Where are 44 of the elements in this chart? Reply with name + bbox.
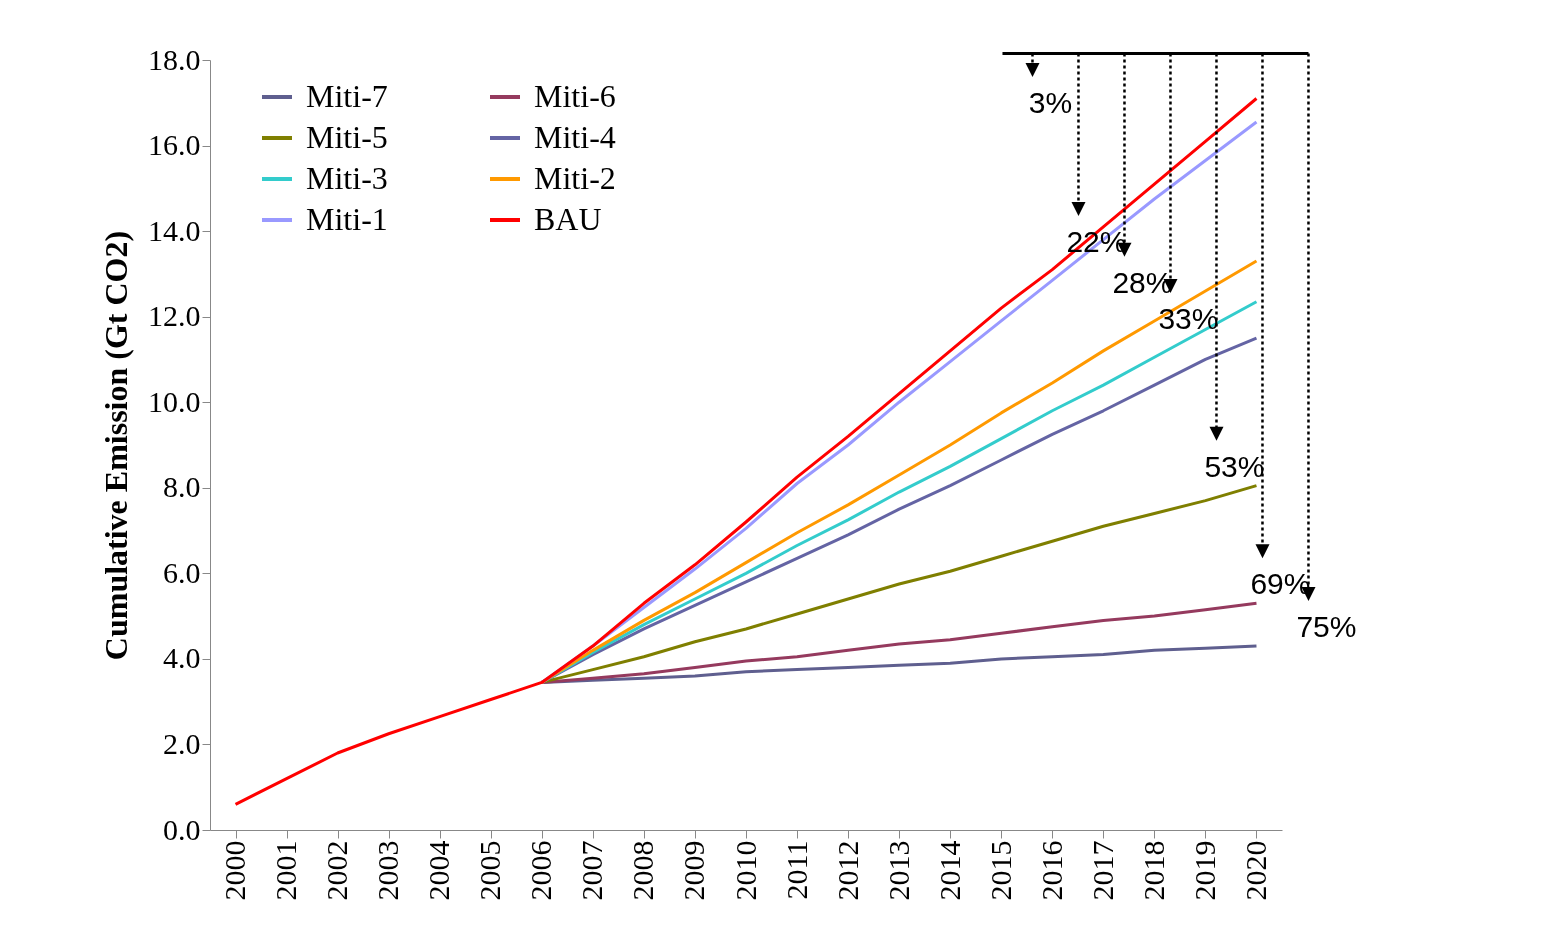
- legend-label: Miti-3: [306, 160, 388, 196]
- x-tick-label: 2020: [1238, 840, 1272, 901]
- text: 75%: [1296, 610, 1357, 644]
- annotation: 69%: [1250, 567, 1311, 601]
- x-tick-label: 2014: [932, 840, 966, 901]
- annotation: 3%: [1028, 86, 1073, 120]
- x-tick-label: 2015: [983, 840, 1017, 901]
- x-tick-label: 2002: [320, 840, 354, 901]
- x-tick-label: 2017: [1085, 840, 1119, 901]
- x-tick-label: 2019: [1187, 840, 1221, 901]
- x-tick-label: 2001: [269, 840, 303, 901]
- legend-label: Miti-7: [306, 78, 388, 114]
- y-tick-label: 10.0: [148, 384, 201, 418]
- y-tick-label: 12.0: [148, 299, 201, 333]
- x-tick-label: 2007: [575, 840, 609, 901]
- y-tick-label: 0.0: [163, 812, 201, 846]
- legend-label: Miti-1: [306, 201, 388, 237]
- legend-label: Miti-2: [534, 160, 616, 196]
- y-tick-label: 14.0: [148, 213, 201, 247]
- y-tick-label: 16.0: [148, 128, 201, 162]
- x-tick-label: 2013: [881, 840, 915, 901]
- x-tick-label: 2003: [371, 840, 405, 901]
- y-tick-label: 6.0: [163, 555, 201, 589]
- x-tick-label: 2009: [677, 840, 711, 901]
- annotation: 53%: [1204, 449, 1265, 483]
- legend-label: Miti-4: [534, 119, 616, 155]
- x-tick-label: 2010: [728, 840, 762, 901]
- x-tick-label: 2016: [1034, 840, 1068, 901]
- x-tick-label: 2012: [830, 840, 864, 901]
- x-tick-label: 2000: [218, 840, 252, 901]
- y-tick-label: 18.0: [148, 42, 201, 76]
- x-tick-label: 2018: [1136, 840, 1170, 901]
- x-tick-label: 2004: [422, 840, 456, 901]
- x-tick-label: 2011: [779, 840, 813, 900]
- legend-label: Miti-6: [534, 78, 616, 114]
- y-tick-label: 2.0: [163, 726, 201, 760]
- x-tick-label: 2005: [473, 840, 507, 901]
- x-tick-label: 2008: [626, 840, 660, 901]
- y-axis-title: Cumulative Emission (Gt CO2): [98, 230, 134, 661]
- x-tick-label: 2006: [524, 840, 558, 901]
- y-tick-label: 8.0: [163, 470, 201, 504]
- legend-label: Miti-5: [306, 119, 388, 155]
- y-tick-label: 4.0: [163, 641, 201, 675]
- legend-label: BAU: [534, 201, 602, 237]
